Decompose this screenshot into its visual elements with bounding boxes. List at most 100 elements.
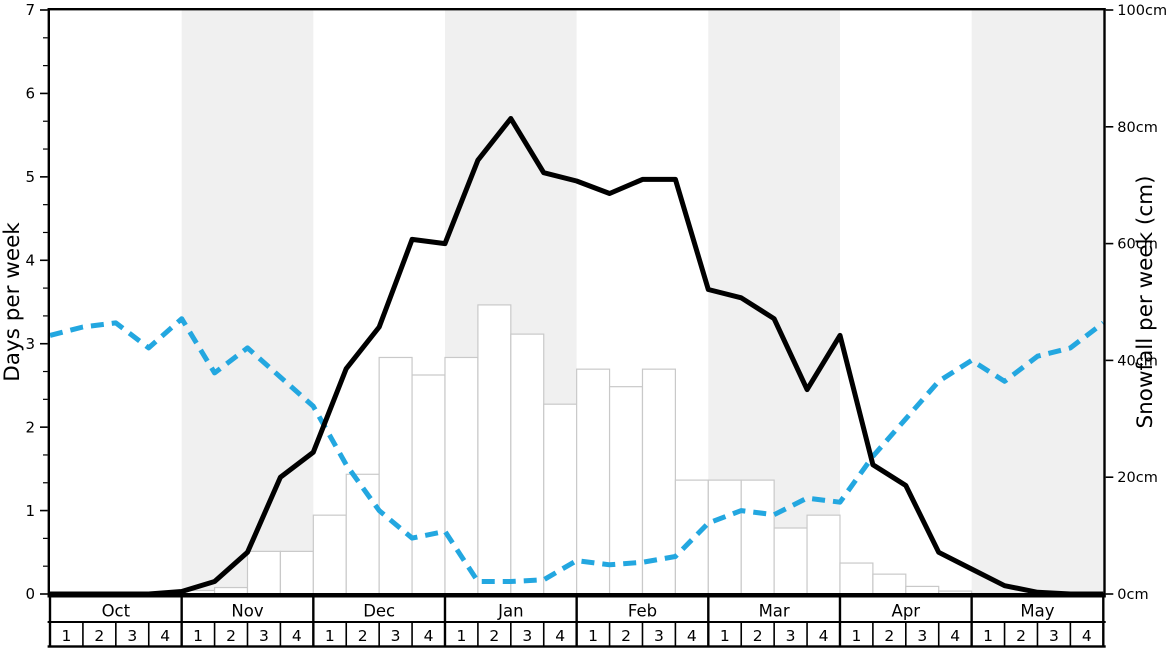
- lines-layer: [49, 116, 1105, 597]
- week-number-label: 1: [588, 627, 598, 645]
- week-number-label: 2: [226, 627, 236, 645]
- table-month-divider: [838, 597, 842, 648]
- table-month-divider: [970, 597, 973, 648]
- right-axis-title: Snowfall per week (cm): [1133, 176, 1158, 429]
- table-week-divider: [1003, 622, 1006, 648]
- week-number-label: 3: [127, 627, 137, 645]
- left-axis-tick-label: 0: [25, 585, 35, 603]
- right-axis-tick-label: 80cm: [1117, 120, 1158, 136]
- right-axis-tick: [1105, 476, 1114, 478]
- table-week-divider: [477, 622, 479, 648]
- table-week-divider: [905, 622, 907, 648]
- month-week-table-layer: Oct 1 2 3 4 Nov 1 2 3 4 Dec 1 2 3 4 Jan 1 2 3 4 Feb 1 2 3 4 Mar 1 2…: [47, 597, 1106, 648]
- week-number-label: 3: [1049, 627, 1059, 645]
- right-axis-tick: [1105, 242, 1114, 245]
- week-number-label: 1: [851, 627, 861, 645]
- right-axis-tick: [1105, 126, 1114, 128]
- left-axis-tick-label: 1: [25, 502, 35, 520]
- snowfall-bar: [576, 368, 611, 595]
- left-axis-minor-tick: [43, 565, 48, 567]
- month-label-oct: Oct: [102, 602, 131, 621]
- month-label-feb: Feb: [628, 602, 657, 621]
- table-week-divider: [82, 622, 84, 648]
- snowfall-bar: [773, 527, 808, 595]
- month-label-nov: Nov: [231, 602, 263, 621]
- week-number-label: 2: [621, 627, 631, 645]
- month-band-may: [971, 10, 1104, 594]
- snowfall-bar: [312, 514, 347, 595]
- week-number-label: 4: [424, 627, 434, 645]
- month-label-mar: Mar: [759, 602, 790, 621]
- left-axis-tick-label: 7: [25, 1, 35, 19]
- left-axis-tick: [40, 342, 48, 345]
- snowfall-bar: [477, 304, 512, 595]
- left-axis-tick: [40, 426, 48, 428]
- left-axis-tick: [40, 92, 48, 95]
- snowfall-bar: [510, 333, 545, 595]
- week-number-label: 3: [522, 627, 532, 645]
- table-month-divider: [575, 597, 578, 648]
- table-week-divider: [115, 622, 117, 648]
- table-month-divider: [180, 597, 183, 648]
- right-axis-tick: [1105, 359, 1114, 362]
- week-number-label: 1: [325, 627, 335, 645]
- left-axis-minor-tick: [43, 370, 48, 373]
- week-number-label: 1: [720, 627, 730, 645]
- table-week-divider: [213, 622, 216, 648]
- table-month-divider: [1102, 597, 1105, 648]
- x-axis-line: [47, 593, 1106, 598]
- snowfall-bar: [806, 514, 841, 595]
- right-axis-tick: [1105, 9, 1114, 11]
- week-number-label: 2: [753, 627, 763, 645]
- table-week-divider: [674, 622, 677, 648]
- table-week-divider: [872, 622, 874, 648]
- week-number-label: 2: [94, 627, 104, 645]
- week-number-label: 3: [654, 627, 664, 645]
- left-axis-minor-tick: [43, 231, 48, 234]
- table-week-divider: [510, 622, 512, 648]
- axes-layer: 0 1 2 3 4 5 6 7 0cm 20cm 40cm 60cm 80cm 100cm: [25, 1, 1167, 603]
- table-week-divider: [411, 622, 413, 648]
- snowfall-bar: [345, 473, 380, 595]
- week-number-label: 4: [555, 627, 565, 645]
- table-month-divider: [312, 597, 315, 648]
- table-week-divider: [740, 622, 743, 648]
- week-number-label: 4: [819, 627, 829, 645]
- left-axis-tick-label: 5: [25, 168, 35, 186]
- week-number-label: 3: [917, 627, 927, 645]
- snowfall-bar: [378, 356, 413, 595]
- left-spine: [47, 8, 50, 598]
- month-label-dec: Dec: [363, 602, 395, 621]
- right-axis-tick-label: 40cm: [1117, 353, 1158, 369]
- week-number-label: 1: [457, 627, 467, 645]
- left-axis-minor-tick: [43, 204, 48, 206]
- table-week-divider: [279, 622, 282, 648]
- left-axis-tick: [40, 9, 48, 11]
- table-week-divider: [378, 622, 380, 648]
- snowfall-bar: [608, 386, 644, 595]
- table-week-divider: [937, 622, 940, 648]
- week-number-label: 4: [1082, 627, 1092, 645]
- left-axis-tick-label: 6: [25, 85, 35, 103]
- month-shading-layer: [181, 10, 1104, 594]
- table-week-divider: [246, 622, 249, 648]
- snowfall-bar: [411, 374, 446, 595]
- week-number-label: 2: [1016, 627, 1026, 645]
- left-axis-tick-label: 2: [25, 418, 35, 436]
- table-week-divider: [641, 622, 644, 648]
- month-label-may: May: [1020, 602, 1054, 621]
- week-number-label: 4: [687, 627, 697, 645]
- top-spine: [47, 8, 1106, 11]
- left-axis-tick: [40, 593, 48, 595]
- left-axis-minor-tick: [43, 537, 48, 539]
- left-axis-minor-tick: [43, 120, 48, 122]
- days-per-week-solid-black-line: [50, 116, 1104, 597]
- week-number-label: 1: [983, 627, 993, 645]
- week-number-label: 3: [786, 627, 796, 645]
- right-axis-tick-label: 20cm: [1117, 470, 1158, 486]
- month-label-apr: Apr: [892, 602, 921, 621]
- left-axis-minor-tick: [43, 482, 48, 484]
- table-month-divider: [48, 597, 52, 648]
- left-axis-tick-label: 3: [25, 335, 35, 353]
